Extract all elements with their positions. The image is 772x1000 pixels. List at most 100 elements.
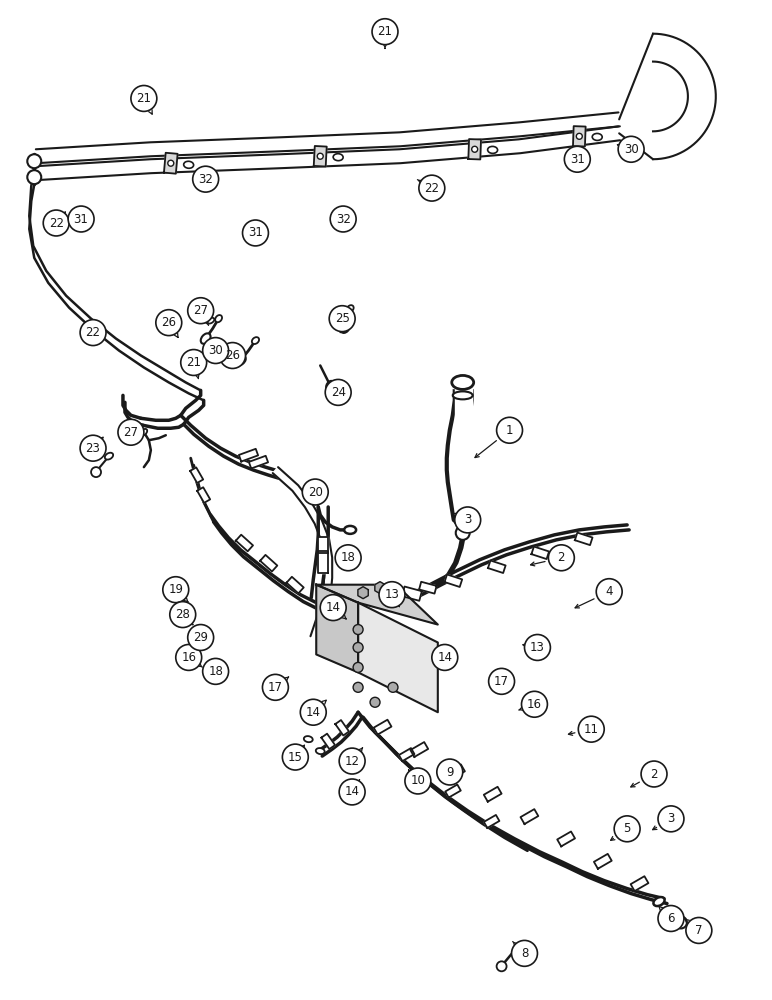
Polygon shape xyxy=(324,558,332,578)
Text: 21: 21 xyxy=(137,92,151,105)
Circle shape xyxy=(548,545,574,571)
Circle shape xyxy=(641,761,667,787)
Text: 18: 18 xyxy=(340,551,356,564)
Text: 25: 25 xyxy=(335,312,350,325)
Circle shape xyxy=(353,662,363,672)
Text: 6: 6 xyxy=(667,912,675,925)
Polygon shape xyxy=(197,487,210,503)
Ellipse shape xyxy=(341,324,350,333)
Polygon shape xyxy=(317,585,358,672)
Circle shape xyxy=(496,961,506,971)
Ellipse shape xyxy=(347,305,354,312)
Text: 32: 32 xyxy=(336,213,350,226)
Text: 20: 20 xyxy=(308,486,323,499)
Text: 1: 1 xyxy=(506,424,513,437)
Circle shape xyxy=(564,146,591,172)
Text: 30: 30 xyxy=(208,344,223,357)
Polygon shape xyxy=(455,388,472,520)
Ellipse shape xyxy=(334,154,343,161)
Circle shape xyxy=(437,759,462,785)
Text: 28: 28 xyxy=(175,608,190,621)
Circle shape xyxy=(686,917,712,943)
Polygon shape xyxy=(399,748,415,761)
Text: 3: 3 xyxy=(667,812,675,825)
Circle shape xyxy=(658,806,684,832)
Circle shape xyxy=(300,699,327,725)
Text: 22: 22 xyxy=(425,182,439,195)
Polygon shape xyxy=(399,122,520,146)
Circle shape xyxy=(188,298,214,324)
Text: 21: 21 xyxy=(378,25,392,38)
Text: 27: 27 xyxy=(193,304,208,317)
Circle shape xyxy=(80,320,106,346)
Circle shape xyxy=(43,210,69,236)
Circle shape xyxy=(242,220,269,246)
Circle shape xyxy=(419,175,445,201)
Ellipse shape xyxy=(207,318,215,324)
Polygon shape xyxy=(399,139,520,163)
Polygon shape xyxy=(519,112,620,136)
Circle shape xyxy=(455,526,469,540)
Circle shape xyxy=(353,682,363,692)
Polygon shape xyxy=(358,603,438,712)
Circle shape xyxy=(68,206,94,232)
Circle shape xyxy=(168,160,174,166)
Circle shape xyxy=(496,417,523,443)
Polygon shape xyxy=(36,142,151,163)
Polygon shape xyxy=(318,551,328,573)
Polygon shape xyxy=(445,574,462,587)
Text: 22: 22 xyxy=(86,326,100,339)
Ellipse shape xyxy=(452,391,472,399)
Ellipse shape xyxy=(252,337,259,344)
Polygon shape xyxy=(452,382,475,388)
Circle shape xyxy=(203,338,229,363)
Circle shape xyxy=(262,674,289,700)
Polygon shape xyxy=(286,577,303,593)
Text: 15: 15 xyxy=(288,751,303,764)
Text: 10: 10 xyxy=(411,774,425,787)
Circle shape xyxy=(675,916,687,928)
Polygon shape xyxy=(310,618,324,639)
Polygon shape xyxy=(519,126,620,153)
Text: 19: 19 xyxy=(168,583,183,596)
Ellipse shape xyxy=(215,315,222,322)
Circle shape xyxy=(522,691,547,717)
Text: 13: 13 xyxy=(530,641,545,654)
Ellipse shape xyxy=(304,736,313,742)
Ellipse shape xyxy=(592,133,602,140)
Text: 18: 18 xyxy=(208,665,223,678)
Circle shape xyxy=(455,507,481,533)
Ellipse shape xyxy=(105,453,113,460)
Polygon shape xyxy=(419,582,437,594)
Text: 31: 31 xyxy=(248,226,263,239)
Polygon shape xyxy=(321,539,332,558)
Text: 2: 2 xyxy=(557,551,565,564)
Circle shape xyxy=(283,744,308,770)
Circle shape xyxy=(219,343,245,368)
Polygon shape xyxy=(447,764,465,779)
Ellipse shape xyxy=(141,429,147,436)
Text: 12: 12 xyxy=(344,755,360,768)
Polygon shape xyxy=(292,486,311,507)
Polygon shape xyxy=(314,520,329,541)
Text: 2: 2 xyxy=(650,768,658,781)
Circle shape xyxy=(405,768,431,794)
Circle shape xyxy=(339,748,365,774)
Circle shape xyxy=(658,906,684,931)
Circle shape xyxy=(91,467,101,477)
Ellipse shape xyxy=(452,375,474,389)
Ellipse shape xyxy=(488,146,498,153)
Ellipse shape xyxy=(653,897,665,906)
Text: 14: 14 xyxy=(326,601,340,614)
Polygon shape xyxy=(151,137,281,156)
Text: 9: 9 xyxy=(446,766,453,779)
Polygon shape xyxy=(317,585,438,625)
Text: 26: 26 xyxy=(161,316,176,329)
Ellipse shape xyxy=(515,946,524,954)
Circle shape xyxy=(472,146,478,152)
Text: 13: 13 xyxy=(384,588,399,601)
Polygon shape xyxy=(335,720,349,735)
Circle shape xyxy=(596,579,622,605)
Circle shape xyxy=(203,658,229,684)
Polygon shape xyxy=(305,503,322,524)
